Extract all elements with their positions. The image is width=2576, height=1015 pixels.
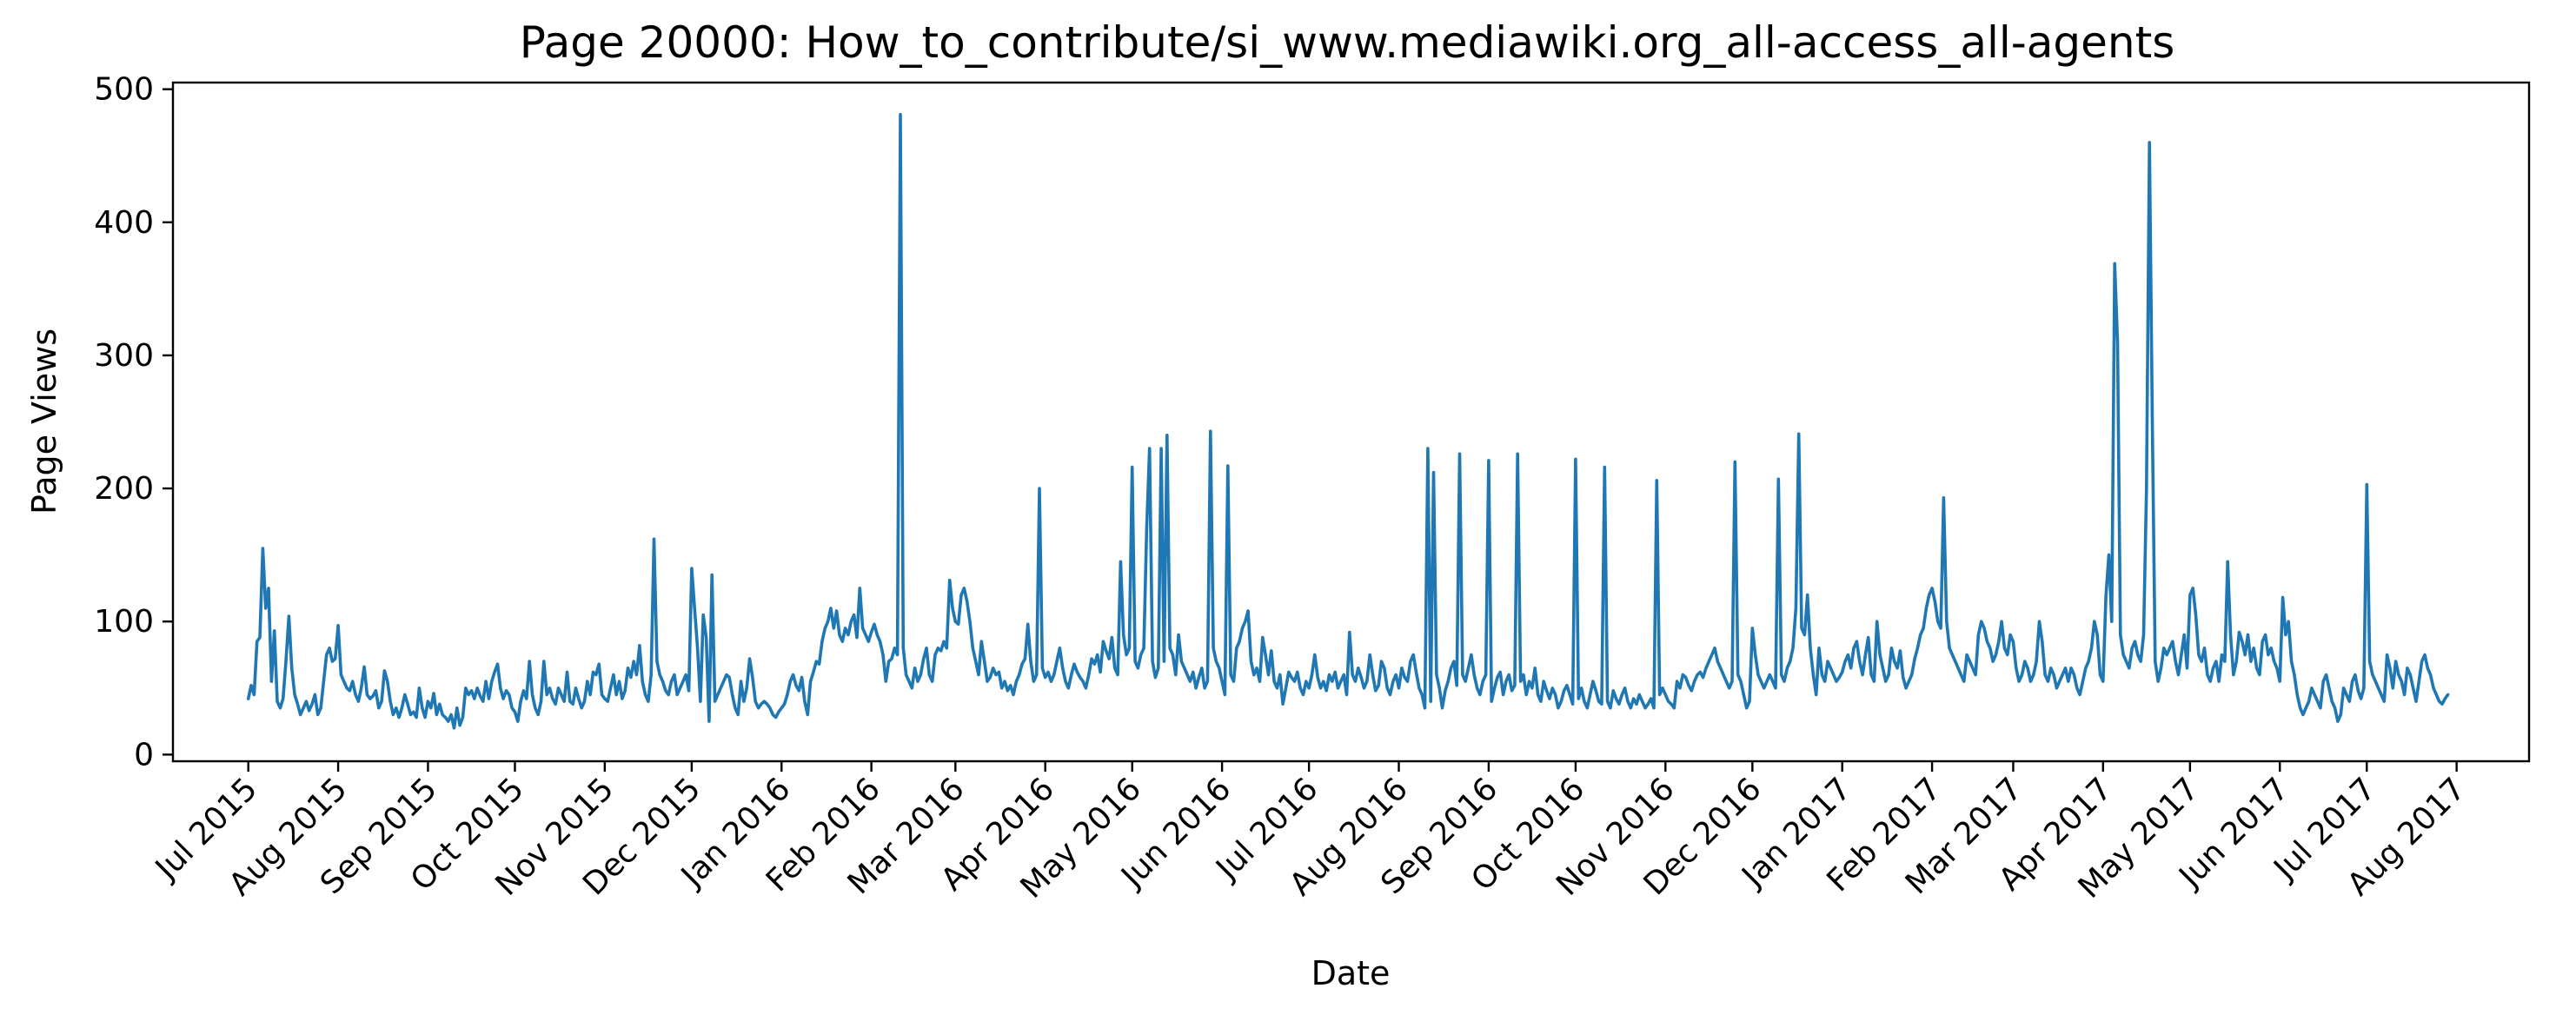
y-axis-label: Page Views — [25, 328, 63, 514]
axes-frame — [171, 81, 2531, 763]
y-tick-label: 500 — [94, 72, 154, 108]
y-tick-label: 400 — [94, 205, 154, 241]
chart-title: Page 20000: How_to_contribute/si_www.med… — [520, 17, 2175, 68]
y-tick-label: 200 — [94, 471, 154, 507]
x-axis-label: Date — [1311, 954, 1391, 992]
series-line — [246, 113, 2450, 730]
y-tick-label: 100 — [94, 604, 154, 640]
y-tick-label: 0 — [134, 737, 154, 773]
y-axis: 0 100 200 300 400 500 — [94, 72, 173, 773]
y-tick-label: 300 — [94, 338, 154, 374]
